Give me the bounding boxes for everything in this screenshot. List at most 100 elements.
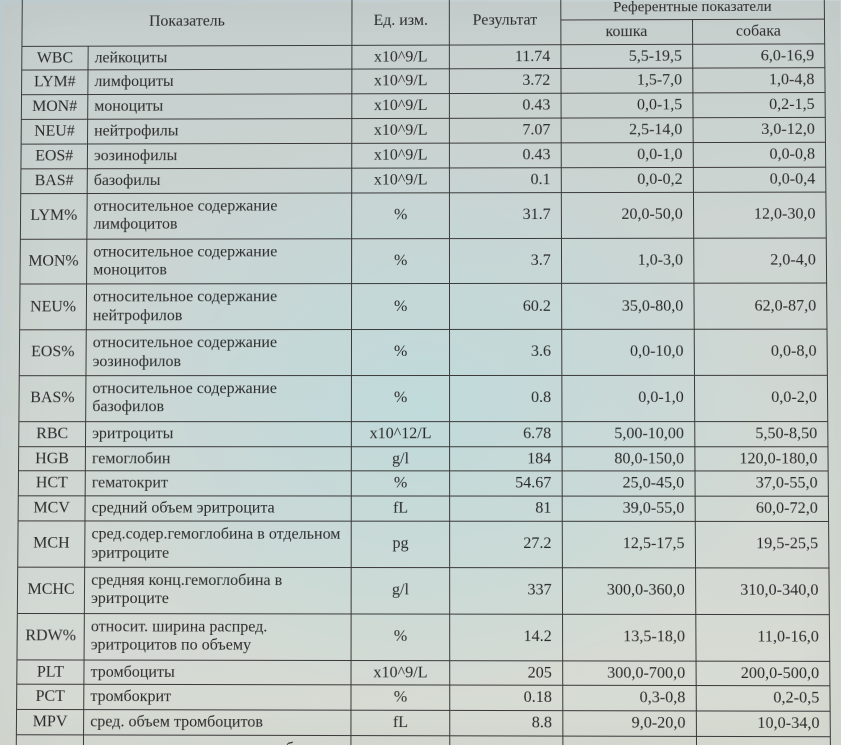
cell-dog: 120,0-180,0: [695, 446, 829, 471]
cell-code: LYM%: [20, 193, 87, 239]
cell-code: PDWc: [16, 735, 84, 745]
cell-name: тромбоциты: [84, 660, 351, 686]
cell-name: сред.содер.гемоглобина в отдельном эритр…: [85, 521, 352, 567]
cell-cat: 0,0-0,2: [561, 167, 693, 192]
table-row: MCVсредний объем эритроцитаfL8139,0-55,0…: [18, 496, 828, 522]
table-row: NEU%относительное содержание нейтрофилов…: [20, 283, 827, 330]
cell-dog: 0,2-0,5: [696, 686, 830, 712]
cell-unit: %: [352, 375, 450, 421]
cell-name: ширина распределения тромбоцитов по объе…: [83, 735, 351, 745]
table-row: MCHCсредняя конц.гемоглобина в эритроцит…: [17, 567, 829, 614]
cell-cat: 20,0-50,0: [561, 192, 693, 238]
cell-dog: 0,0-2,0: [694, 375, 827, 421]
table-row: RBCэритроцитыx10^12/L6.785,00-10,005,50-…: [19, 421, 828, 446]
cell-res: 337: [450, 568, 563, 614]
cell-unit: fL: [352, 496, 450, 521]
cell-res: 3.72: [449, 69, 560, 94]
cell-res: 54.67: [450, 471, 562, 496]
cell-cat: 5,00-10,00: [562, 421, 695, 446]
cell-dog: 310,0-340,0: [695, 568, 829, 615]
cell-res: 3.6: [449, 330, 561, 376]
cell-name: гематокрит: [85, 471, 351, 496]
table-row: MPVсред. объем тромбоцитовfL8.89,0-20,01…: [16, 710, 830, 737]
table-row: MCHсред.содер.гемоглобина в отдельном эр…: [18, 521, 829, 568]
cell-code: EOS%: [19, 330, 86, 376]
cell-unit: %: [351, 614, 449, 660]
cell-res: 14.2: [450, 614, 563, 661]
cell-res: 205: [450, 660, 563, 685]
cell-code: NEU#: [21, 119, 88, 144]
cell-unit: g/l: [352, 446, 450, 471]
cell-code: MON#: [21, 95, 88, 120]
cell-unit: x10^9/L: [352, 45, 449, 70]
cell-unit: x10^9/L: [352, 94, 449, 119]
cell-res: 0.18: [450, 685, 563, 711]
cell-name: относительное содержание нейтрофилов: [86, 284, 352, 330]
cell-unit: %: [352, 471, 450, 496]
table-row: PDWcширина распределения тромбоцитов по …: [16, 735, 831, 745]
cell-cat: 0,0-1,5: [561, 93, 693, 118]
cell-name: тромбокрит: [84, 685, 352, 711]
cell-name: относит. ширина распред. эритроцитов по …: [84, 613, 351, 660]
cell-res: 0.43: [449, 143, 561, 168]
cell-cat: 0,0-1,0: [561, 143, 693, 168]
cell-res: 184: [449, 446, 561, 471]
cell-cat: 0,0-10,0: [561, 329, 694, 375]
table-row: WBCлейкоцитыx10^9/L11.745,5-19,56,0-16,9: [22, 43, 825, 70]
table-row: LYM#лимфоцитыx10^9/L3.721,5-7,01,0-4,8: [22, 68, 826, 95]
cell-unit: fL: [351, 711, 449, 736]
table-row: EOS#эозинофилыx10^9/L0.430,0-1,00,0-0,8: [21, 142, 826, 169]
cell-cat: 300,0-360,0: [562, 568, 695, 615]
cell-code: MCH: [18, 521, 85, 567]
cell-res: 31.7: [449, 192, 561, 238]
cell-unit: %: [352, 284, 450, 330]
header-parameter: Показатель: [22, 0, 352, 46]
cell-dog: 0,2-1,5: [693, 93, 826, 118]
cell-code: NEU%: [20, 284, 87, 330]
cell-cat: [563, 736, 697, 745]
cell-code: MCV: [18, 496, 85, 521]
cell-cat: 80,0-150,0: [562, 446, 695, 471]
blood-results-table: Показатель Ед. изм. Результат Референтны…: [15, 0, 831, 745]
cell-dog: 60,0-72,0: [695, 496, 829, 521]
cell-code: BAS#: [21, 169, 88, 194]
table-body: WBCлейкоцитыx10^9/L11.745,5-19,56,0-16,9…: [16, 43, 831, 745]
cell-code: HCT: [18, 471, 85, 496]
cell-unit: x10^9/L: [352, 168, 449, 193]
cell-name: относительное содержание лимфоцитов: [87, 193, 352, 239]
cell-unit: %: [352, 193, 449, 239]
cell-name: эритроциты: [86, 421, 352, 446]
cell-dog: [696, 737, 830, 745]
cell-dog: 0,0-8,0: [694, 329, 827, 375]
cell-name: относительное содержание моноцитов: [87, 238, 352, 284]
cell-code: LYM#: [22, 70, 89, 95]
cell-cat: 13,5-18,0: [562, 614, 696, 661]
cell-unit: x10^9/L: [352, 143, 449, 168]
cell-dog: 19,5-25,5: [695, 522, 829, 568]
header-reference: Референтные показатели: [560, 0, 824, 20]
cell-cat: 35,0-80,0: [561, 284, 694, 330]
cell-res: 0.8: [449, 375, 561, 421]
cell-res: 60.2: [449, 284, 561, 330]
cell-dog: 10,0-34,0: [696, 711, 830, 737]
cell-cat: 25,0-45,0: [562, 471, 695, 496]
table-row: BAS%относительное содержание базофилов%0…: [19, 375, 828, 421]
header-dog: собака: [692, 19, 824, 44]
cell-name: сред. объем тромбоцитов: [84, 710, 352, 736]
cell-cat: 2,5-14,0: [561, 118, 693, 143]
cell-unit: x10^9/L: [351, 660, 449, 685]
cell-unit: %: [352, 330, 450, 376]
cell-cat: 39,0-55,0: [562, 496, 695, 521]
cell-unit: x10^9/L: [352, 119, 449, 144]
cell-code: PLT: [17, 659, 84, 684]
cell-name: средняя конц.гемоглобина в эритроците: [84, 567, 351, 614]
cell-code: BAS%: [19, 376, 86, 422]
cell-res: 27.2: [450, 521, 563, 567]
cell-name: лимфоциты: [88, 70, 352, 95]
cell-code: MCHC: [17, 567, 84, 613]
table-row: PLTтромбоцитыx10^9/L205300,0-700,0200,0-…: [17, 659, 830, 686]
cell-dog: 0,0-0,4: [693, 167, 826, 192]
table-row: MON%относительное содержание моноцитов%3…: [20, 238, 827, 285]
cell-dog: 62,0-87,0: [694, 283, 827, 329]
cell-cat: 0,3-0,8: [562, 686, 696, 712]
